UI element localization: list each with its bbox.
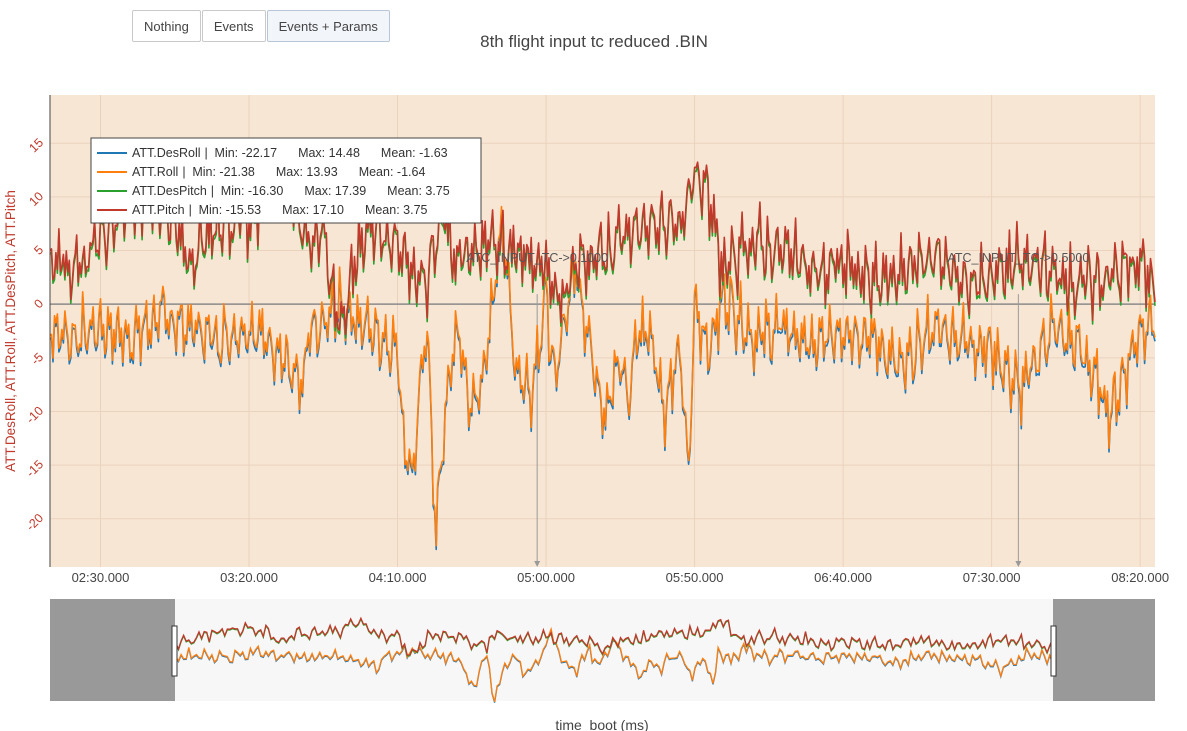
series-lines bbox=[49, 155, 1156, 551]
range-slider-lines bbox=[101, 616, 1118, 703]
legend-series-name: ATT.Roll bbox=[132, 165, 178, 179]
x-tick-label: 03:20.000 bbox=[220, 570, 278, 585]
range-series-line bbox=[101, 616, 1118, 656]
legend-series-name: ATT.DesRoll bbox=[132, 146, 201, 160]
chart-title: 8th flight input tc reduced .BIN bbox=[480, 32, 708, 51]
legend-max: Max: 13.93 bbox=[276, 165, 338, 179]
range-slider[interactable] bbox=[50, 599, 1155, 703]
legend-max: Max: 17.39 bbox=[304, 184, 366, 198]
legend-box bbox=[90, 137, 482, 224]
range-series-line bbox=[101, 626, 1117, 702]
x-axis-title: time_boot (ms) bbox=[555, 717, 648, 731]
y-tick-label: 10 bbox=[26, 189, 46, 209]
legend-separator: | bbox=[205, 146, 208, 160]
legend-min: Min: -16.30 bbox=[221, 184, 284, 198]
legend-mean: Mean: -1.63 bbox=[381, 146, 448, 160]
x-tick-label: 04:10.000 bbox=[369, 570, 427, 585]
x-tick-label: 02:30.000 bbox=[72, 570, 130, 585]
annotation-label: ATC_INPUT_TC->0.1000 bbox=[466, 251, 608, 265]
series-line-att-pitch bbox=[49, 155, 1156, 335]
legend-max: Max: 17.10 bbox=[282, 203, 344, 217]
events-button[interactable]: Events bbox=[201, 10, 266, 42]
legend-min: Min: -21.38 bbox=[192, 165, 255, 179]
x-tick-label: 06:40.000 bbox=[814, 570, 872, 585]
y-tick-label: 0 bbox=[31, 296, 46, 311]
legend-separator: | bbox=[182, 165, 185, 179]
x-tick-label: 05:00.000 bbox=[517, 570, 575, 585]
y-tick-label: -10 bbox=[23, 404, 46, 427]
range-handle-left[interactable] bbox=[171, 625, 178, 677]
series-line-att-roll bbox=[49, 205, 1156, 547]
range-mask-left bbox=[50, 599, 175, 701]
legend-mean: Mean: 3.75 bbox=[387, 184, 450, 198]
y-tick-label: -20 bbox=[23, 511, 46, 534]
legend-series-name: ATT.DesPitch bbox=[132, 184, 207, 198]
range-mask-right bbox=[1053, 599, 1155, 701]
nothing-button[interactable]: Nothing bbox=[132, 10, 201, 42]
y-tick-label: -5 bbox=[28, 350, 46, 368]
y-tick-label: 15 bbox=[26, 135, 46, 155]
range-series-line bbox=[101, 617, 1118, 657]
event-filter-button-group: Nothing Events Events + Params bbox=[132, 10, 391, 42]
range-handle-right[interactable] bbox=[1050, 625, 1057, 677]
annotation-arrow bbox=[1015, 561, 1022, 567]
legend-mean: Mean: -1.64 bbox=[359, 165, 426, 179]
annotation-labels: ATC_INPUT_TC->0.1000 ATC_INPUT_TC->0.5000 bbox=[466, 251, 1089, 265]
range-slider-background bbox=[50, 599, 1155, 701]
y-tick-label: -15 bbox=[23, 457, 46, 480]
y-tick-label: 5 bbox=[31, 243, 46, 258]
legend-separator: | bbox=[211, 184, 214, 198]
x-tick-label: 07:30.000 bbox=[963, 570, 1021, 585]
annotation-arrow bbox=[534, 561, 541, 567]
legend: ATT.DesRoll | Min: -22.17 Max: 14.48 Mean: -… bbox=[90, 137, 482, 224]
legend-separator: | bbox=[189, 203, 192, 217]
x-tick-label: 05:50.000 bbox=[666, 570, 724, 585]
x-axis-ticks: 02:30.000 03:20.000 04:10.000 05:00.000 05:5… bbox=[72, 570, 1169, 585]
legend-min: Min: -22.17 bbox=[215, 146, 278, 160]
legend-min: Min: -15.53 bbox=[199, 203, 262, 217]
y-axis-ticks: 15 10 5 0 -5 -10 -15 -20 bbox=[23, 135, 46, 533]
events-params-button[interactable]: Events + Params bbox=[266, 10, 390, 42]
annotation-label: ATC_INPUT_TC->0.5000 bbox=[947, 251, 1089, 265]
legend-max: Max: 14.48 bbox=[298, 146, 360, 160]
legend-mean: Mean: 3.75 bbox=[365, 203, 428, 217]
y-axis-title: ATT.DesRoll, ATT.Roll, ATT.DesPitch, ATT… bbox=[3, 190, 18, 472]
x-tick-label: 08:20.000 bbox=[1111, 570, 1169, 585]
legend-series-name: ATT.Pitch bbox=[132, 203, 185, 217]
